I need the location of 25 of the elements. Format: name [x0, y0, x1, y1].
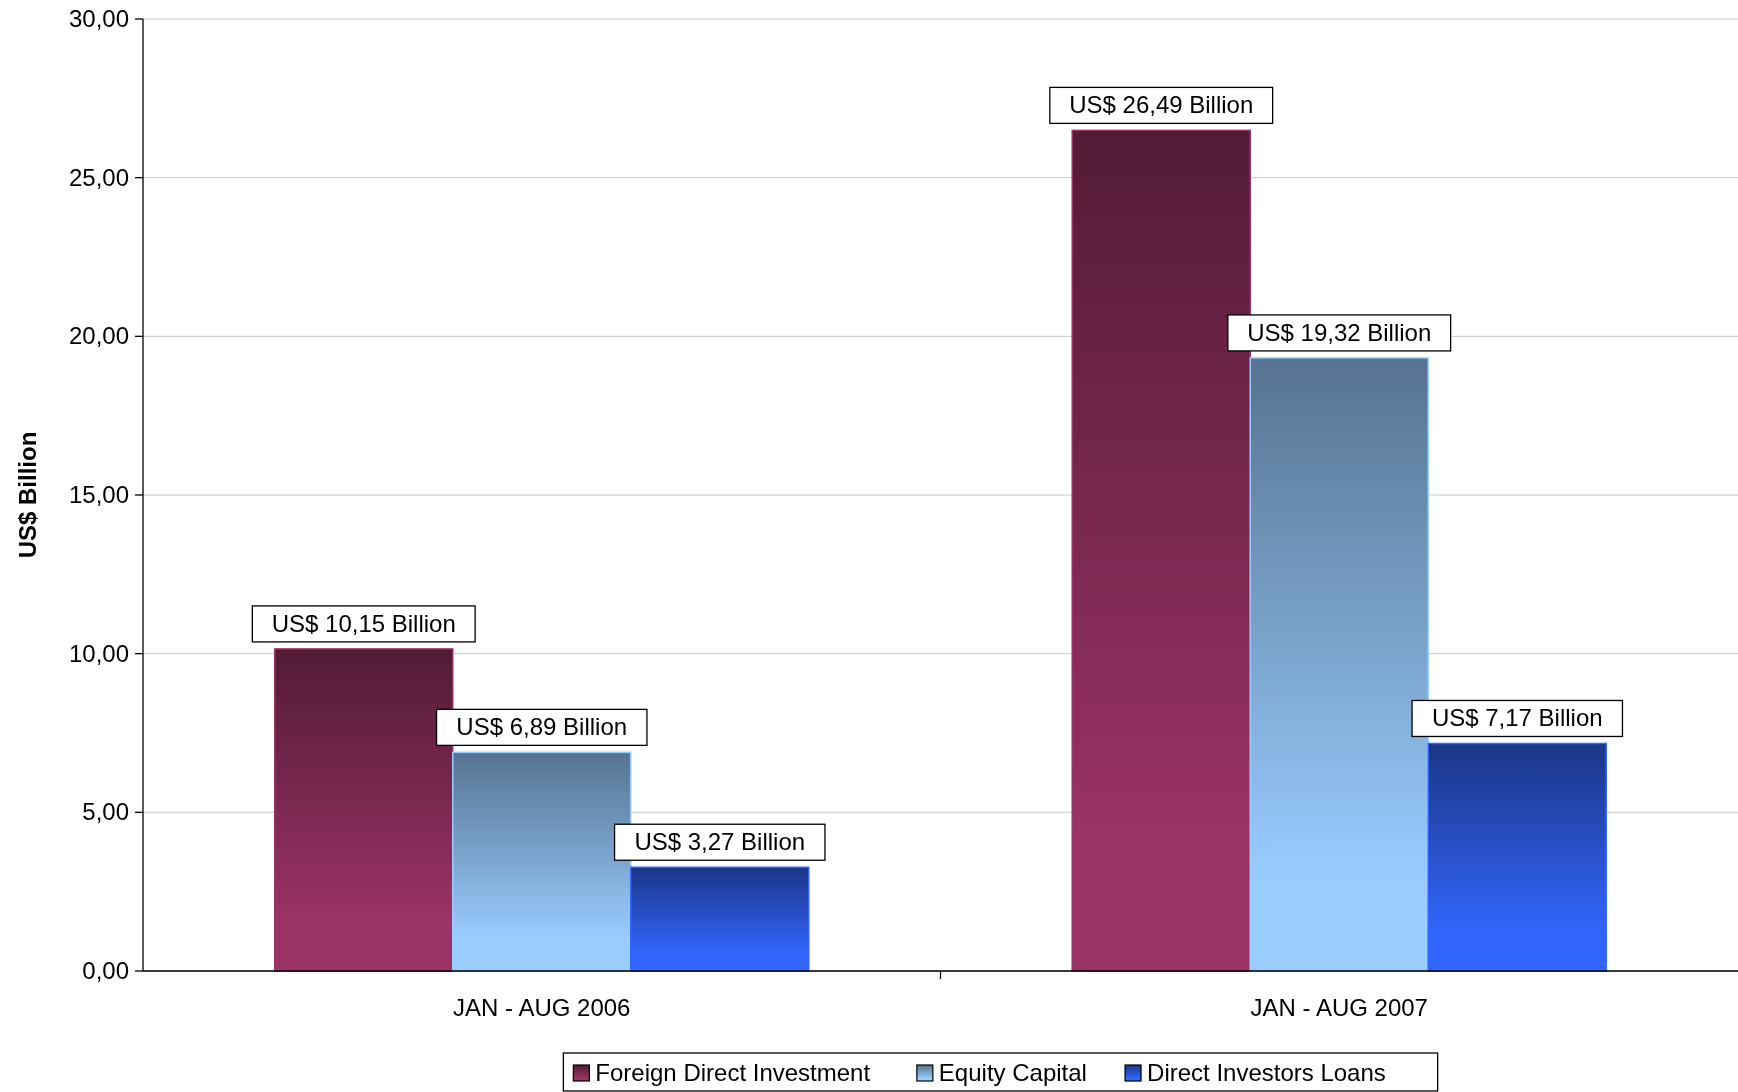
legend-label: Foreign Direct Investment	[595, 1059, 871, 1086]
y-tick-label: 10,00	[68, 639, 129, 667]
y-tick-label: 25,00	[68, 163, 129, 191]
y-axis-title: US$ Billion	[14, 431, 41, 559]
y-tick-label: 20,00	[68, 322, 129, 350]
data-label: US$ 7,17 Billion	[1431, 704, 1603, 732]
y-tick-label: 30,00	[68, 5, 129, 32]
y-tick-label: 5,00	[82, 798, 129, 826]
bar	[1071, 129, 1251, 972]
data-label: US$ 3,27 Billion	[634, 828, 806, 856]
data-label: US$ 19,32 Billion	[1247, 318, 1432, 346]
legend-label: Equity Capital	[938, 1059, 1087, 1086]
bar	[1427, 742, 1608, 972]
y-tick-label: 15,00	[68, 481, 129, 508]
legend-label: Direct Investors Loans	[1147, 1059, 1386, 1086]
bar	[630, 866, 810, 972]
x-tick-label: JAN - AUG 2006	[453, 994, 631, 1021]
data-label: US$ 10,15 Billion	[271, 609, 456, 637]
x-tick-label: JAN - AUG 2007	[1250, 994, 1428, 1021]
y-tick-label: 0,00	[82, 957, 129, 984]
bar	[451, 751, 632, 972]
data-label: US$ 6,89 Billion	[456, 713, 628, 741]
bar	[273, 648, 454, 972]
data-label: US$ 26,49 Billion	[1069, 91, 1254, 119]
bar	[1249, 357, 1429, 972]
